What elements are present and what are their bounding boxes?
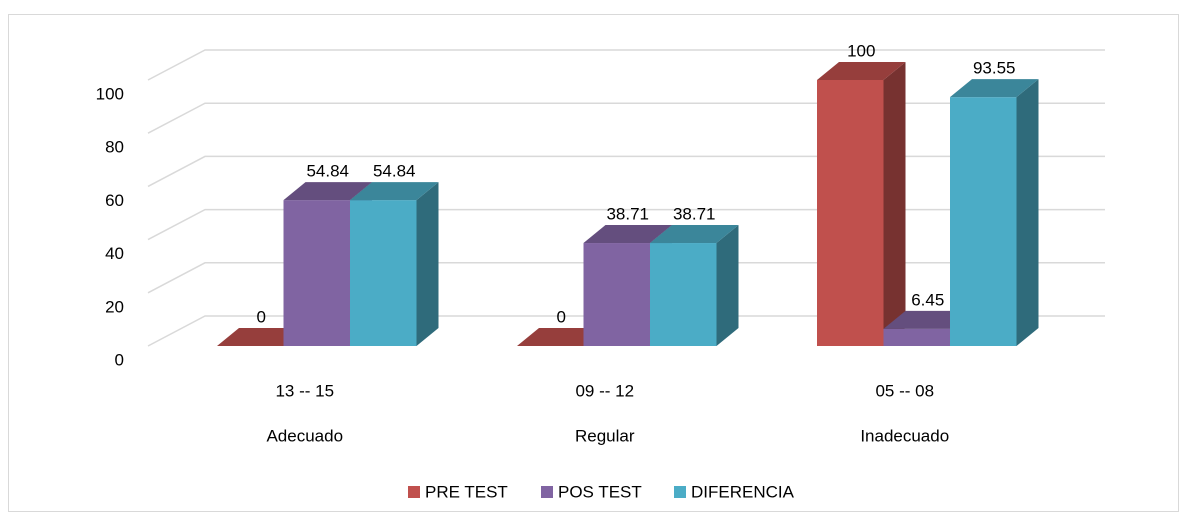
data-label: 6.45 — [911, 290, 944, 309]
legend-swatch — [674, 486, 686, 498]
data-label: 0 — [257, 307, 266, 326]
bar — [517, 328, 606, 346]
legend-swatch — [541, 486, 553, 498]
x-tick-label: 09 -- 12 — [575, 381, 634, 400]
bar — [817, 62, 906, 346]
grid-line — [147, 208, 1105, 241]
bar-front — [583, 243, 650, 346]
bar-top — [950, 79, 1039, 98]
bar-front — [650, 243, 717, 346]
y-tick-label: 20 — [105, 297, 124, 316]
bar — [650, 225, 739, 346]
bar-front — [817, 80, 884, 346]
bar-side — [883, 62, 906, 346]
bar — [950, 79, 1039, 347]
y-tick-label: 60 — [105, 191, 124, 210]
grid-line — [147, 262, 1105, 294]
bar-front — [883, 328, 950, 346]
grid-line — [147, 102, 1105, 134]
bar-top — [350, 182, 439, 201]
data-label: 93.55 — [973, 59, 1016, 78]
bar-front — [350, 200, 417, 346]
bar-top — [817, 62, 906, 80]
grid-line — [147, 315, 1105, 347]
legend-label: DIFERENCIA — [691, 482, 795, 501]
legend-label: POS TEST — [558, 482, 642, 501]
data-label: 0 — [557, 307, 566, 326]
bar-top — [517, 328, 606, 346]
bar-side — [1016, 79, 1039, 347]
data-label: 54.84 — [306, 162, 349, 181]
bar-top — [650, 225, 739, 244]
bar-top — [583, 225, 672, 244]
bar-side — [416, 182, 439, 346]
bar-side — [716, 225, 739, 346]
bar-top — [217, 328, 306, 346]
legend-swatch — [408, 486, 420, 498]
y-tick-label: 0 — [115, 350, 124, 369]
data-label: 38.71 — [673, 205, 716, 224]
bar — [217, 328, 306, 346]
bar-top — [283, 182, 372, 201]
x-group-label: Adecuado — [266, 426, 343, 445]
bar-top — [883, 310, 972, 329]
y-tick-label: 100 — [96, 84, 124, 103]
bar — [350, 182, 439, 346]
grid-line — [147, 155, 1105, 188]
x-group-label: Inadecuado — [860, 426, 949, 445]
bar-front — [950, 97, 1017, 346]
data-label: 38.71 — [606, 205, 649, 224]
data-label: 54.84 — [373, 162, 416, 181]
bar-front — [283, 200, 350, 346]
y-tick-label: 40 — [105, 244, 124, 263]
grid-line — [147, 49, 1105, 81]
x-tick-label: 13 -- 15 — [275, 381, 334, 400]
y-tick-label: 80 — [105, 138, 124, 157]
x-tick-label: 05 -- 08 — [875, 381, 934, 400]
x-group-label: Regular — [575, 426, 635, 445]
data-label: 100 — [847, 41, 875, 60]
legend-label: PRE TEST — [425, 482, 508, 501]
